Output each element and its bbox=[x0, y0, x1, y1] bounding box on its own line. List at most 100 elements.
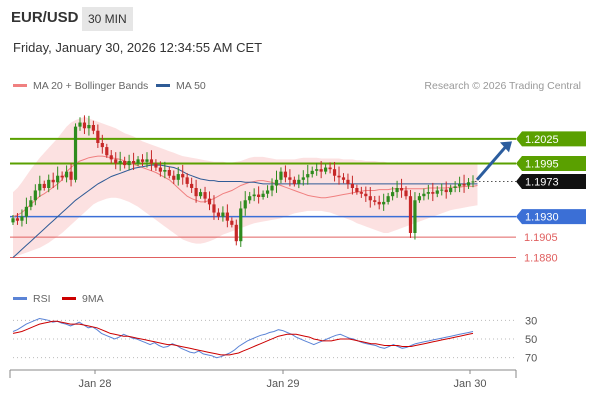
candle-body bbox=[324, 167, 328, 172]
candle-body bbox=[154, 163, 158, 168]
candle-body bbox=[73, 126, 78, 180]
x-axis-label: Jan 29 bbox=[266, 378, 299, 390]
candle-body bbox=[261, 193, 265, 197]
candle-body bbox=[20, 216, 24, 221]
legend-rsi: RSI bbox=[13, 293, 51, 305]
candle bbox=[42, 180, 46, 191]
candle-body bbox=[301, 177, 305, 180]
candle bbox=[346, 173, 350, 189]
timeframe-button[interactable]: 30 MIN bbox=[82, 7, 133, 31]
candle bbox=[239, 201, 243, 247]
candle-body bbox=[391, 192, 395, 197]
price-tag-1.1930 bbox=[516, 209, 586, 225]
candle-body bbox=[140, 159, 145, 162]
candle bbox=[364, 186, 368, 202]
candle-body bbox=[127, 161, 131, 166]
candle-body bbox=[413, 200, 417, 233]
candle bbox=[426, 184, 430, 200]
candle bbox=[270, 178, 274, 197]
candle bbox=[315, 162, 319, 176]
candle-body bbox=[368, 196, 372, 201]
candle bbox=[145, 152, 149, 168]
candle bbox=[292, 176, 296, 187]
candle-body bbox=[337, 175, 341, 178]
candle-body bbox=[149, 159, 154, 164]
candle bbox=[105, 143, 109, 158]
candle-body bbox=[444, 189, 448, 193]
candle-body bbox=[118, 161, 122, 164]
candle bbox=[47, 174, 51, 193]
candle bbox=[391, 186, 395, 201]
candle-body bbox=[377, 201, 381, 205]
candle-body bbox=[315, 169, 319, 171]
candle bbox=[422, 188, 426, 201]
candle bbox=[127, 154, 131, 171]
candle-body bbox=[399, 188, 404, 191]
candle-body bbox=[212, 204, 216, 213]
price-label-1.1995: 1.1995 bbox=[525, 158, 559, 170]
candle bbox=[328, 162, 332, 174]
candle-body bbox=[176, 174, 180, 180]
legend-rsi-label: RSI bbox=[33, 293, 51, 305]
candle-body bbox=[306, 174, 310, 178]
candle bbox=[225, 204, 229, 228]
candle-body bbox=[225, 212, 229, 221]
candle bbox=[11, 215, 15, 225]
candle-body bbox=[91, 125, 95, 131]
candle-body bbox=[458, 183, 462, 187]
candle bbox=[257, 186, 261, 204]
candle-body bbox=[100, 143, 104, 148]
candle bbox=[181, 164, 185, 185]
candle bbox=[172, 170, 176, 185]
candle bbox=[158, 161, 162, 177]
candle-body bbox=[216, 212, 221, 217]
candle bbox=[73, 123, 78, 183]
forecast-arrow-shaft bbox=[475, 145, 508, 181]
candle bbox=[123, 156, 127, 169]
candle-body bbox=[408, 196, 413, 233]
legend-9ma-label: 9MA bbox=[82, 293, 104, 305]
candle bbox=[324, 164, 328, 175]
candle-body bbox=[163, 170, 167, 172]
candle bbox=[279, 167, 283, 184]
ma50-line bbox=[12, 164, 478, 258]
candle bbox=[377, 195, 381, 210]
candle bbox=[288, 169, 292, 187]
candle bbox=[221, 206, 225, 222]
candle bbox=[15, 213, 20, 225]
candle bbox=[60, 171, 64, 181]
candle bbox=[458, 176, 462, 193]
candle-body bbox=[105, 147, 109, 156]
research-credit: Research © 2026 Trading Central bbox=[424, 80, 581, 92]
candle-body bbox=[51, 179, 55, 183]
legend-ma20-label: MA 20 + Bollinger Bands bbox=[33, 80, 149, 92]
candle-body bbox=[417, 196, 422, 201]
candle-body bbox=[158, 167, 162, 172]
price-label-1.1930: 1.1930 bbox=[525, 212, 559, 224]
candle-body bbox=[185, 177, 189, 184]
candle-body bbox=[252, 194, 256, 197]
candle bbox=[444, 181, 448, 199]
candle bbox=[274, 170, 279, 193]
candle-body bbox=[404, 190, 408, 197]
candle bbox=[207, 191, 212, 211]
candle bbox=[310, 166, 314, 178]
candle bbox=[431, 182, 435, 202]
candle bbox=[109, 150, 113, 164]
candle bbox=[386, 192, 390, 205]
candle-body bbox=[292, 179, 296, 184]
candle-body bbox=[15, 218, 20, 221]
x-axis-label: Jan 28 bbox=[78, 378, 111, 390]
candle bbox=[368, 187, 372, 208]
candle bbox=[243, 191, 247, 216]
candle bbox=[149, 150, 154, 171]
candle-body bbox=[297, 179, 301, 184]
candle-body bbox=[203, 192, 207, 199]
candle-body bbox=[11, 218, 15, 223]
candle bbox=[167, 166, 171, 179]
candle bbox=[69, 163, 73, 187]
candle bbox=[140, 154, 145, 167]
legend-9ma: 9MA bbox=[62, 293, 104, 305]
candle bbox=[319, 161, 323, 179]
